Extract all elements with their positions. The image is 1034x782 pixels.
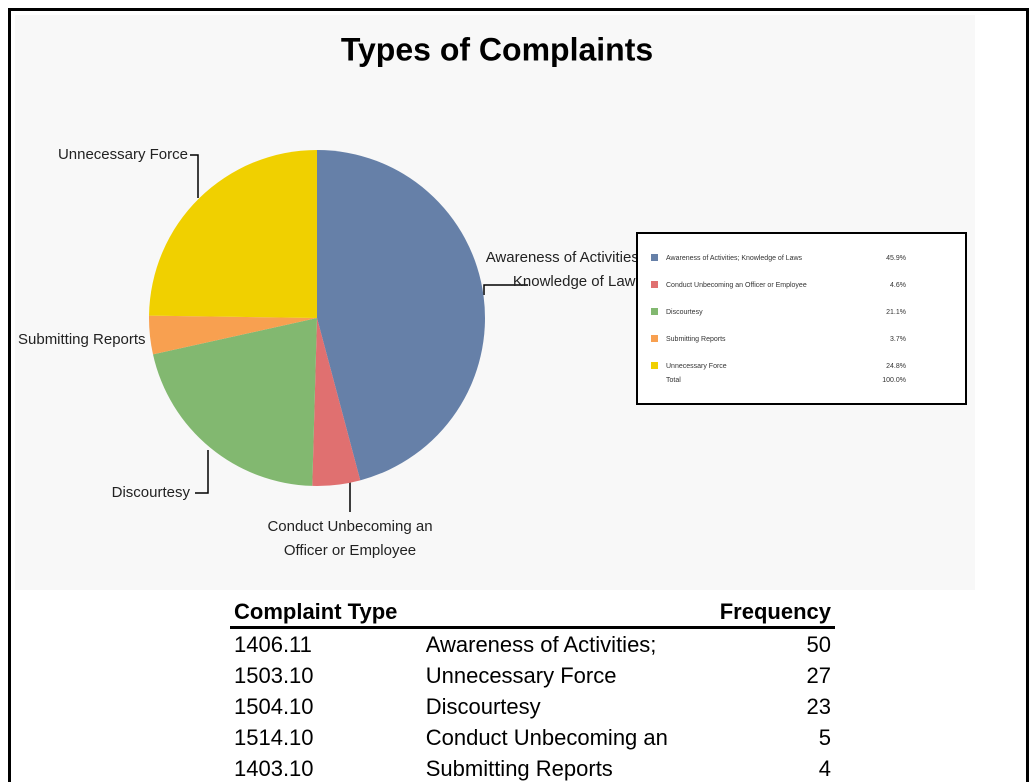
table-cell: 23 [806,694,831,719]
legend-swatch [651,281,658,288]
leader-line [195,450,209,494]
legend-swatch [651,254,658,261]
table: Complaint Type Frequency 1406.11 Awarenes… [230,596,835,782]
table-row: 1504.10 Discourtesy 23 [230,691,835,722]
legend-label: Awareness of Activities; Knowledge of La… [666,255,803,262]
pie-slice [312,318,361,486]
table-cell: 1514.10 [234,725,314,750]
pie-slice [149,315,317,355]
table-row: 1406.11 Awareness of Activities; 50 [230,628,835,661]
table-cell: 4 [818,756,831,781]
chart-title: Types of Complaints [341,31,653,67]
table-cell: 1503.10 [234,663,314,688]
legend-label: Conduct Unbecoming an Officer or Employe… [666,282,807,289]
legend-swatch [651,335,658,342]
legend-value: 21.1% [886,309,906,316]
table-cell: 5 [818,725,831,750]
table-cell: Unnecessary Force [425,663,617,688]
legend-value: 3.7% [890,336,906,343]
pie-label: Conduct Unbecoming an Officer or Employe… [267,518,433,559]
legend-label: Discourtesy [666,309,703,316]
table-cell: 1406.11 [234,632,312,657]
legend-swatch [651,362,658,369]
table-row: 1514.10 Conduct Unbecoming an 5 [230,722,835,753]
legend: Awareness of Activities; Knowledge of La… [636,232,967,405]
legend-label: Unnecessary Force [666,363,727,370]
legend-total-value: 100.0% [882,377,906,384]
pie-label: Unnecessary Force [57,146,188,163]
pie-label: Discourtesy [111,484,190,501]
legend-value: 45.9% [886,255,906,262]
table-cell: 50 [806,632,831,657]
table-header: Complaint Type Frequency [230,596,835,629]
pie-label: Submitting Reports [18,331,146,348]
table-cell: Awareness of Activities; [425,632,657,657]
leader-line [190,154,199,198]
legend-value: 4.6% [890,282,906,289]
table-cell: 27 [806,663,831,688]
legend-swatch [651,308,658,315]
header-cell: Complaint Type [230,596,422,629]
legend-label: Submitting Reports [666,336,726,343]
pie-slice [317,150,486,481]
pie-slice [152,318,317,486]
legend-total-label: Total [666,377,681,384]
frame [8,8,1029,782]
table-cell: 1403.10 [234,756,314,781]
pie-label: Awareness of Activities; Knowledge of La… [485,249,643,290]
table-row: 1503.10 Unnecessary Force 27 [230,660,835,691]
pie-slice [149,150,317,318]
leader-line [483,284,528,295]
table-row: 1403.10 Submitting Reports 4 [230,753,835,782]
table-cell: Conduct Unbecoming an [425,725,668,750]
legend-value: 24.8% [886,363,906,370]
table-cell: Submitting Reports [425,756,613,781]
table-cell: 1504.10 [234,694,314,719]
legend-svg: Awareness of Activities; Knowledge of La… [651,254,906,384]
header-cell: Frequency [701,596,835,629]
table-cell: Discourtesy [425,694,541,719]
